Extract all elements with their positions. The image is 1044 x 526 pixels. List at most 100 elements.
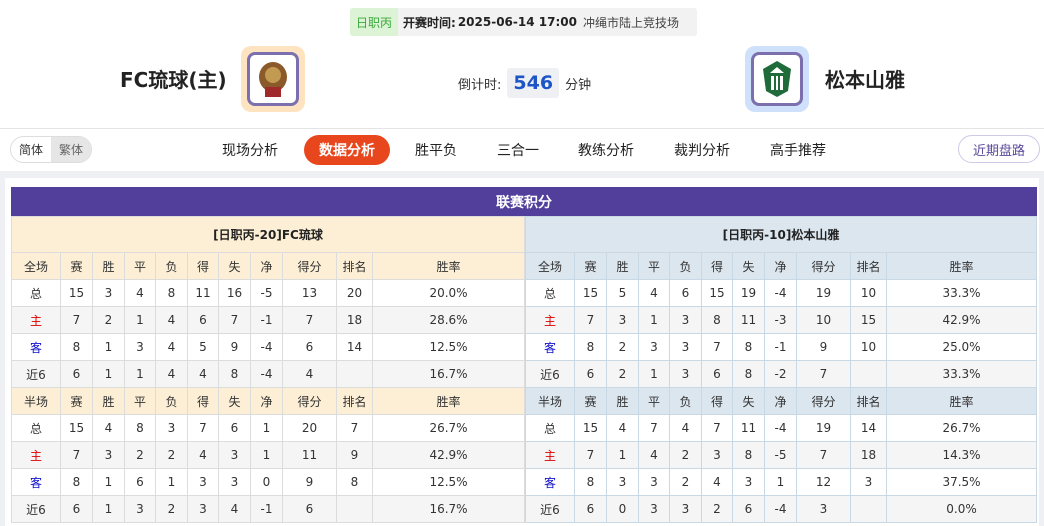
column-header: 胜 [606, 387, 639, 415]
table-cell: 0 [250, 468, 283, 496]
tab-data-analysis[interactable]: 数据分析 [304, 135, 390, 165]
table-cell: 8 [574, 468, 607, 496]
table-row: 总 15 4 7 4 7 11 -4 19 14 26.7% [525, 414, 1037, 442]
column-header: 全场 [525, 252, 575, 280]
home-team-name[interactable]: FC琉球(主) [120, 68, 227, 92]
column-header: 平 [638, 387, 670, 415]
column-header: 胜率 [886, 252, 1037, 280]
table-cell: -5 [764, 441, 797, 469]
table-cell: 3 [796, 495, 851, 523]
table-cell: -1 [250, 495, 283, 523]
home-standings-table: [日职丙-20]FC琉球 全场赛胜平负得失净得分 排名 胜率总 15 3 4 8 11 16 -5 1… [11, 216, 525, 523]
table-cell: 11 [282, 441, 337, 469]
table-cell: 6 [124, 468, 156, 496]
column-header: 得 [701, 252, 733, 280]
table-cell: 1 [92, 360, 125, 388]
tab-coach-analysis[interactable]: 教练分析 [578, 143, 634, 159]
away-standings-table: [日职丙-10]松本山雅 全场赛胜平负得失净得分 排名 胜率总 15 5 4 6 15 19 -4 1… [525, 216, 1037, 523]
tab-referee-analysis[interactable]: 裁判分析 [674, 143, 730, 159]
table-cell: 8 [732, 441, 765, 469]
tab-1x2[interactable]: 胜平负 [415, 143, 457, 159]
table-cell: 1 [92, 468, 125, 496]
table-cell: 26.7% [372, 414, 525, 442]
table-cell: 3 [638, 468, 670, 496]
table-cell: -4 [250, 333, 283, 361]
countdown: 倒计时: 546 分钟 [458, 68, 591, 98]
table-cell: 20 [336, 279, 373, 307]
kickoff-time: 2025-06-14 17:00 [457, 15, 577, 29]
table-cell: 6 [574, 495, 607, 523]
row-label: 总 [525, 414, 575, 442]
column-header: 失 [218, 252, 251, 280]
table-cell: 3 [92, 441, 125, 469]
row-label: 主 [525, 306, 575, 334]
table-cell: 8 [124, 414, 156, 442]
language-toggle[interactable]: 简体 繁体 [10, 136, 92, 163]
tab-expert-picks[interactable]: 高手推荐 [770, 143, 826, 159]
league-badge[interactable]: 日职丙 [350, 8, 399, 36]
table-cell: 3 [669, 360, 702, 388]
table-row: 主 7 1 4 2 3 8 -5 7 18 14.3% [525, 441, 1037, 469]
table-cell: 7 [574, 441, 607, 469]
table-cell: 1 [92, 495, 125, 523]
away-team-name[interactable]: 松本山雅 [825, 68, 905, 92]
table-cell: 4 [187, 360, 219, 388]
table-cell: 42.9% [886, 306, 1037, 334]
table-cell: 3 [669, 495, 702, 523]
table-cell: 9 [336, 441, 373, 469]
table-cell: 10 [850, 279, 887, 307]
table-cell: 15 [574, 279, 607, 307]
column-header: 胜率 [886, 387, 1037, 415]
table-cell: 1 [638, 306, 670, 334]
home-team-logo[interactable] [241, 46, 305, 112]
traditional-button[interactable]: 繁体 [51, 137, 91, 162]
table-cell: 14 [336, 333, 373, 361]
table-row: 近6 6 2 1 3 6 8 -2 7 33.3% [525, 360, 1037, 388]
table-cell: 11 [732, 306, 765, 334]
table-cell: 7 [282, 306, 337, 334]
column-header: 平 [124, 387, 156, 415]
table-cell: 4 [218, 495, 251, 523]
column-header: 失 [218, 387, 251, 415]
half-header-row: 半场赛胜平负得失净得分 排名 胜率 [525, 387, 1037, 415]
table-row: 总 15 3 4 8 11 16 -5 13 20 20.0% [11, 279, 525, 307]
table-cell: 33.3% [886, 279, 1037, 307]
column-header: 得 [701, 387, 733, 415]
table-cell: 2 [606, 333, 639, 361]
table-cell: 8 [218, 360, 251, 388]
table-cell: 12.5% [372, 468, 525, 496]
countdown-label: 倒计时: [458, 77, 502, 93]
table-cell: 9 [218, 333, 251, 361]
table-cell: -5 [250, 279, 283, 307]
tab-three-in-one[interactable]: 三合一 [497, 143, 539, 159]
table-cell: 2 [701, 495, 733, 523]
table-row: 近6 6 1 3 2 3 4 -1 6 16.7% [11, 495, 525, 523]
table-row: 客 8 1 6 1 3 3 0 9 8 12.5% [11, 468, 525, 496]
table-cell: 19 [796, 414, 851, 442]
table-cell: 2 [124, 441, 156, 469]
tab-live-analysis[interactable]: 现场分析 [222, 143, 278, 159]
column-header: 负 [155, 252, 188, 280]
table-cell: 4 [155, 333, 188, 361]
away-team-logo[interactable] [745, 46, 809, 112]
column-header: 排名 [336, 387, 373, 415]
table-cell: -4 [764, 414, 797, 442]
column-header: 胜 [92, 387, 125, 415]
table-cell: 4 [669, 414, 702, 442]
row-label: 客 [11, 333, 61, 361]
recent-handicap-button[interactable]: 近期盘路 [958, 135, 1040, 163]
table-cell [336, 360, 373, 388]
table-row: 近6 6 0 3 3 2 6 -4 3 0.0% [525, 495, 1037, 523]
column-header: 排名 [850, 387, 887, 415]
table-cell: 3 [850, 468, 887, 496]
table-cell: -1 [250, 306, 283, 334]
table-cell: -3 [764, 306, 797, 334]
table-cell: 9 [796, 333, 851, 361]
simplified-button[interactable]: 简体 [18, 143, 43, 157]
column-header: 净 [764, 252, 797, 280]
table-row: 客 8 1 3 4 5 9 -4 6 14 12.5% [11, 333, 525, 361]
table-cell: 19 [732, 279, 765, 307]
section-title: 联赛积分 [11, 187, 1037, 216]
column-header: 失 [732, 252, 765, 280]
table-cell: 7 [701, 414, 733, 442]
